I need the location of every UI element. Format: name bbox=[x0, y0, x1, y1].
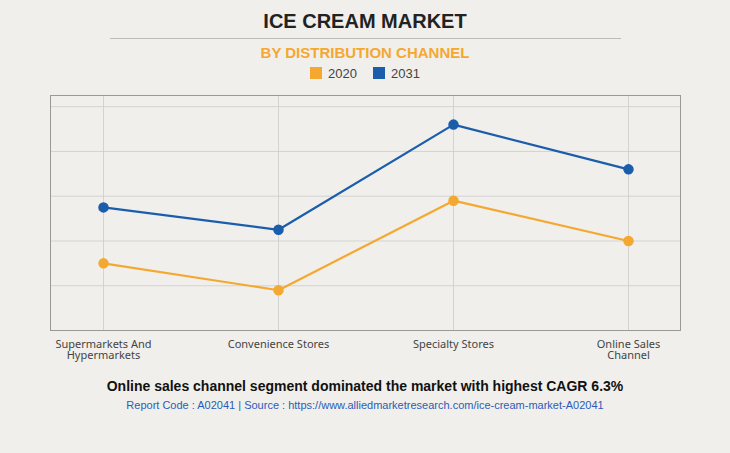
html-text:ICE CREAM MARKET: ICE CREAM MARKET bbox=[263, 10, 467, 32]
html-text:2020: 2020 bbox=[328, 66, 357, 81]
html-text:Report Code : A02041 | Source: Report Code : A02041 | Source : https://… bbox=[126, 399, 604, 411]
html-text:2031: 2031 bbox=[391, 66, 420, 81]
svg-text:Online SalesChannel: Online SalesChannel bbox=[597, 336, 660, 362]
html-text:BY DISTRIBUTION CHANNEL: BY DISTRIBUTION CHANNEL bbox=[260, 44, 470, 61]
html-text:Online sales channel segment d: Online sales channel segment dominated t… bbox=[106, 378, 624, 394]
svg-text:Specialty Stores: Specialty Stores bbox=[413, 336, 494, 351]
svg-text:Convenience Stores: Convenience Stores bbox=[228, 336, 330, 351]
svg-text:Supermarkets AndHypermarkets: Supermarkets AndHypermarkets bbox=[55, 336, 151, 362]
